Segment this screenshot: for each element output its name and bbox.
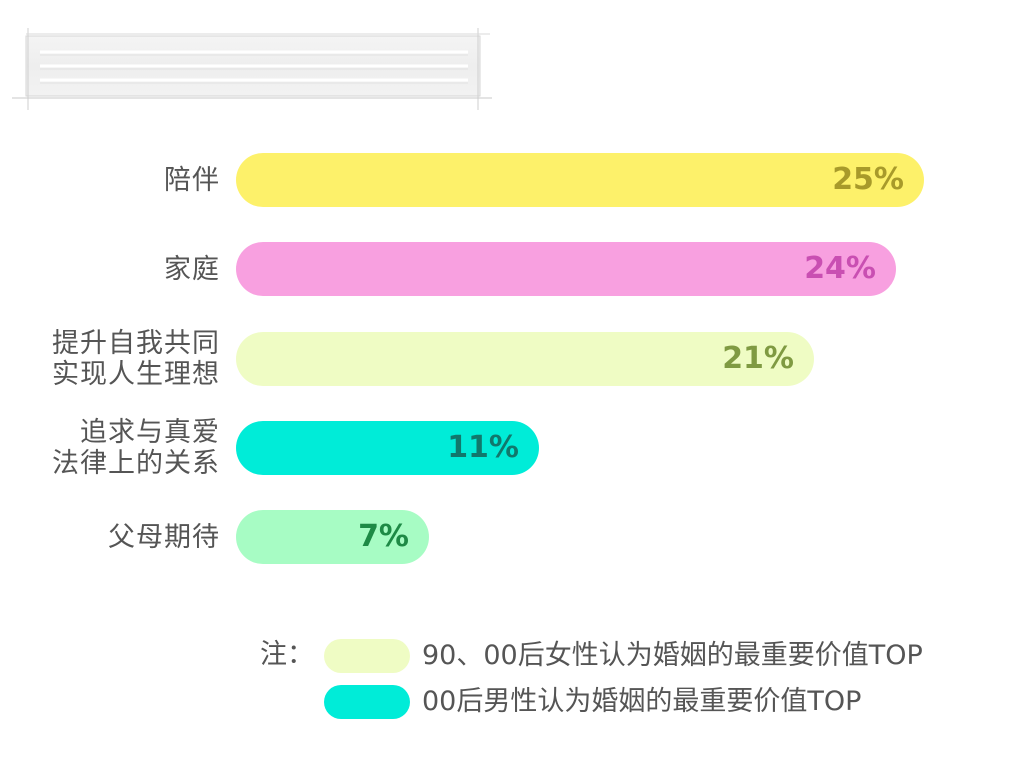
data-label: 24% [804,251,876,286]
legend-swatch [324,685,410,719]
bar [236,242,896,296]
paper-strip-decoration [12,28,492,110]
bar [236,153,924,207]
bar [236,510,429,564]
bar-chart: 陪伴 25% 家庭 24% 提升自我共同 实现人生理想 21% 追求与真爱 法律上的关系 11… [52,153,924,564]
bar [236,332,814,386]
data-label: 21% [722,341,794,376]
legend-prefix: 注： [260,639,314,670]
data-label: 25% [832,162,904,197]
legend-swatch [324,639,410,673]
category-label: 父母期待 [108,521,220,553]
category-label: 追求与真爱 法律上的关系 [52,417,220,479]
legend-item-male: 00后男性认为婚姻的最重要价值TOP [324,682,1014,722]
legend: 注： 90、00后女性认为婚姻的最重要价值TOP 00后男性认为婚姻的最重要价值… [260,630,1020,730]
category-label: 提升自我共同 实现人生理想 [52,328,220,390]
bar [236,421,539,475]
category-label: 陪伴 [164,164,220,196]
data-label: 7% [358,519,409,554]
legend-label: 90、00后女性认为婚姻的最重要价值TOP [422,640,923,671]
data-label: 11% [447,430,519,465]
legend-label: 00后男性认为婚姻的最重要价值TOP [422,686,862,717]
legend-item-female: 90、00后女性认为婚姻的最重要价值TOP [324,636,1014,676]
category-label: 家庭 [164,253,220,285]
